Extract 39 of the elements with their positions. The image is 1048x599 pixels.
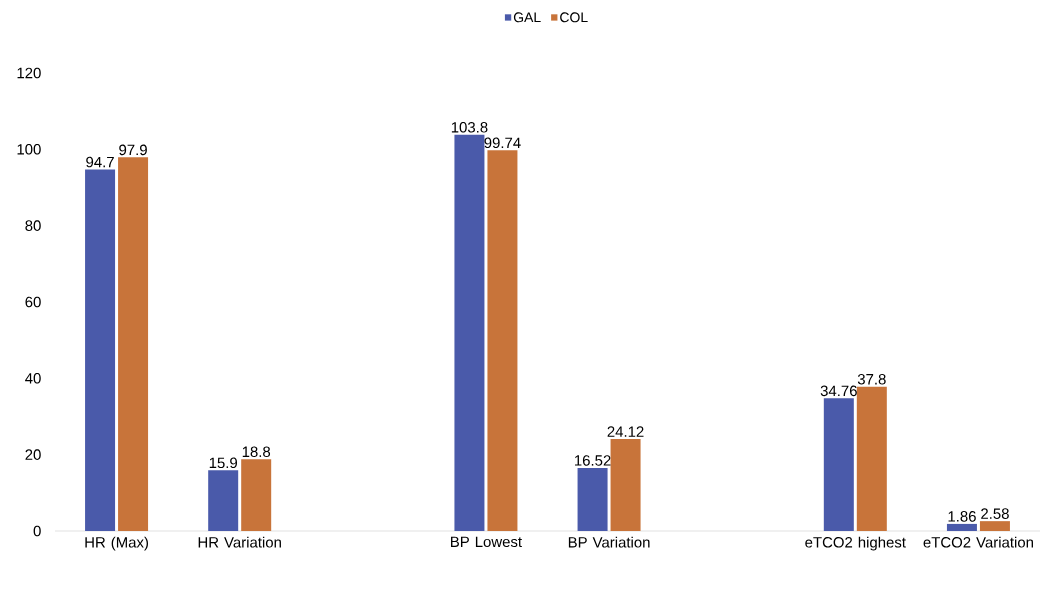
data-label: 18.8 <box>242 446 271 458</box>
bar <box>946 523 977 531</box>
bar <box>577 467 608 531</box>
y-tick-label: 20 <box>25 449 41 460</box>
data-label: 37.8 <box>857 373 886 385</box>
bar <box>487 150 518 531</box>
y-tick-label: 0 <box>33 525 41 537</box>
data-label: 103.8 <box>451 122 488 133</box>
x-tick-label: eTCO2 Variation <box>923 536 1033 548</box>
y-tick-label: 60 <box>25 296 41 308</box>
bar <box>979 521 1010 531</box>
x-tick-label: HR Variation <box>198 536 281 548</box>
bar <box>85 169 116 531</box>
y-tick-label: 80 <box>25 220 41 231</box>
bar <box>118 157 149 531</box>
data-label: 16.52 <box>575 455 611 466</box>
bar <box>823 398 854 531</box>
y-tick-label: 120 <box>17 67 41 79</box>
y-tick-label: 40 <box>25 373 41 384</box>
data-label: 15.9 <box>209 457 238 469</box>
bar <box>208 470 239 531</box>
bar <box>241 459 272 531</box>
legend-label: GAL <box>513 12 541 23</box>
x-tick-label: BP Variation <box>568 536 650 548</box>
data-label: 34.76 <box>820 385 857 397</box>
bar <box>610 438 641 531</box>
x-tick-label: HR (Max) <box>85 536 148 551</box>
bar <box>454 134 485 531</box>
data-label: 99.74 <box>484 137 521 149</box>
y-tick-label: 100 <box>17 144 41 155</box>
x-tick-label: BP Lowest <box>451 536 522 548</box>
legend-label: COL <box>560 12 588 23</box>
x-tick-label: eTCO2 highest <box>805 536 906 551</box>
data-label: 24.12 <box>607 426 644 437</box>
data-label: 1.86 <box>948 511 976 522</box>
data-label: 2.58 <box>981 508 1009 519</box>
data-label: 97.9 <box>119 144 147 156</box>
data-label: 94.7 <box>86 156 114 168</box>
bar <box>856 386 887 531</box>
